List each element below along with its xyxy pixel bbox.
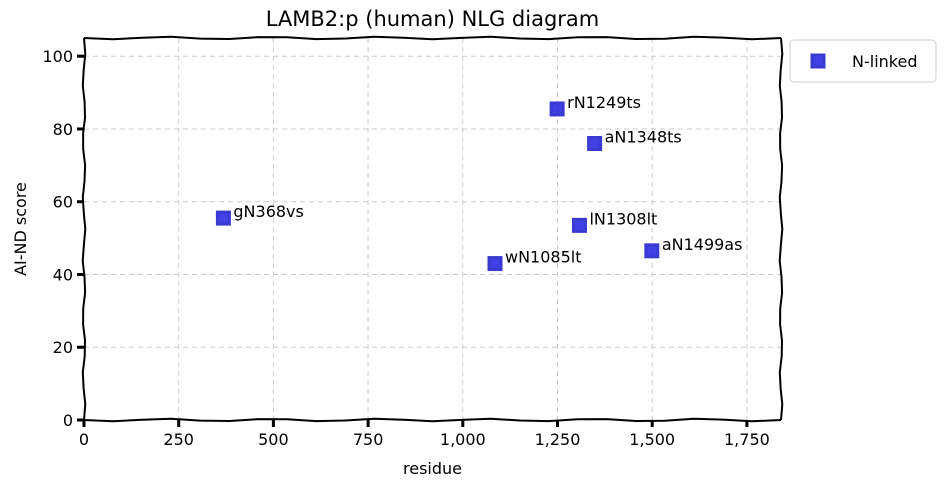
grid <box>84 38 781 420</box>
x-tick-label: 500 <box>258 430 289 449</box>
data-point <box>487 256 503 272</box>
point-label: aN1499as <box>662 235 743 254</box>
x-tick-label: 1,500 <box>629 430 675 449</box>
legend-box <box>789 39 937 83</box>
plot-frame-top <box>83 35 782 41</box>
y-tick-label: 20 <box>53 338 73 357</box>
legend-marker <box>810 53 826 69</box>
axis-ticks: 0 250 500 750 1,000 1,250 1,500 1,750 0 20 40 60 80 1… <box>42 47 769 449</box>
x-tick-label: 750 <box>353 430 384 449</box>
point-label: aN1348ts <box>605 128 682 147</box>
point-label: gN368vs <box>233 202 303 221</box>
x-axis-label: residue <box>403 459 462 478</box>
plot-frame-right <box>778 37 784 421</box>
legend: N-linked <box>789 39 937 83</box>
x-tick-label: 1,250 <box>535 430 581 449</box>
plot-frame <box>81 35 784 423</box>
y-tick-label: 40 <box>53 265 73 284</box>
y-tick-label: 60 <box>53 193 73 212</box>
y-tick-label: 80 <box>53 120 73 139</box>
data-point <box>549 101 565 117</box>
plot-frame-bottom <box>83 417 782 423</box>
data-points: gN368vs wN1085lt rN1249ts lN1308lt aN1348ts a… <box>215 93 743 272</box>
x-tick-label: 250 <box>163 430 194 449</box>
plot-frame-left <box>81 37 87 421</box>
point-label: wN1085lt <box>505 248 581 267</box>
x-tick-label: 1,750 <box>724 430 770 449</box>
y-tick-label: 100 <box>42 47 73 66</box>
data-point <box>644 243 660 259</box>
data-point <box>571 217 587 233</box>
data-point <box>587 136 603 152</box>
legend-label: N-linked <box>852 52 917 71</box>
y-axis-label: AI-ND score <box>11 182 30 276</box>
point-label: rN1249ts <box>567 93 641 112</box>
x-tick-label: 1,000 <box>440 430 486 449</box>
point-label: lN1308lt <box>589 209 657 228</box>
data-point <box>215 210 231 226</box>
x-tick-label: 0 <box>79 430 89 449</box>
chart-title: LAMB2:p (human) NLG diagram <box>266 7 600 31</box>
y-tick-label: 0 <box>63 411 73 430</box>
